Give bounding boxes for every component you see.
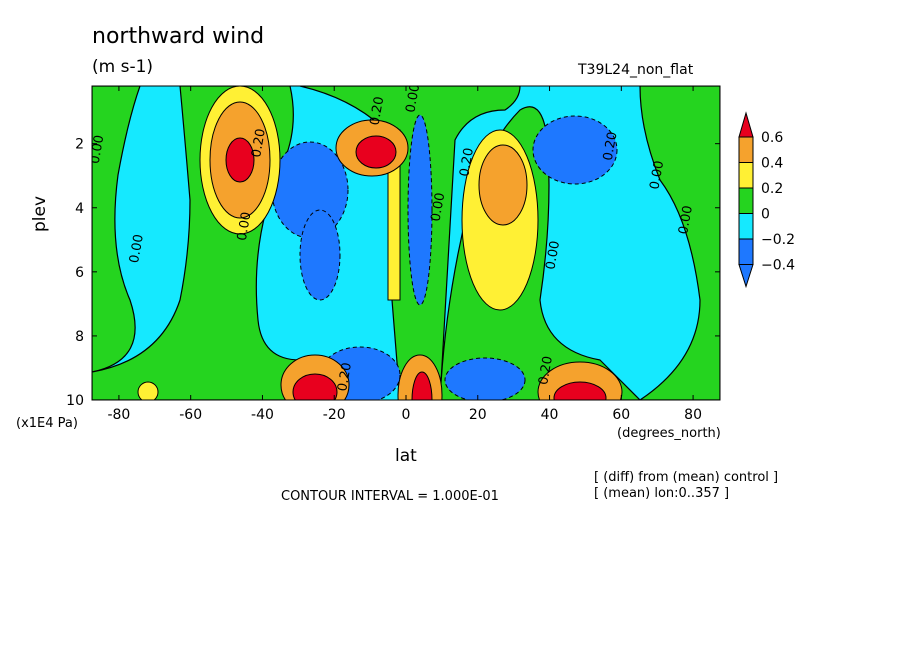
colorbar-arrow-bottom xyxy=(738,264,754,289)
y-tick-label: 6 xyxy=(75,265,84,281)
field-positive-lobe xyxy=(355,135,397,169)
x-axis-label: lat xyxy=(395,446,417,466)
colorbar-arrow-top xyxy=(738,111,754,138)
contour-label: 0.00 xyxy=(676,204,696,235)
x-axis-unit: (degrees_north) xyxy=(617,426,721,441)
contour-label: 0.20 xyxy=(457,147,477,178)
field-positive-lobe xyxy=(478,144,528,226)
y-axis-label: plev xyxy=(30,195,50,232)
colorbar-label: −0.4 xyxy=(761,258,795,274)
x-tick-label: -40 xyxy=(251,407,274,423)
run-label: T39L24_non_flat xyxy=(578,62,694,78)
y-tick-label: 8 xyxy=(75,329,84,345)
contour-label: 0.00 xyxy=(543,240,563,271)
x-tick-label: -80 xyxy=(107,407,130,423)
colorbar-swatch xyxy=(738,213,754,240)
chart-units: (m s-1) xyxy=(92,57,154,77)
y-tick-label: 4 xyxy=(75,201,84,217)
colorbar-swatch xyxy=(738,187,754,214)
field-negative-lobe xyxy=(299,209,341,301)
contour-label: 0.20 xyxy=(601,131,621,162)
contour-interval: CONTOUR INTERVAL = 1.000E-01 xyxy=(281,489,499,504)
y-axis-unit: (x1E4 Pa) xyxy=(16,416,78,431)
field-green-region xyxy=(92,86,141,373)
chart-title: northward wind xyxy=(92,24,265,49)
field-green-region xyxy=(638,86,720,400)
colorbar-swatch xyxy=(738,162,754,189)
colorbar-label: 0.2 xyxy=(761,181,783,197)
note-mean: [ (mean) lon:0..357 ] xyxy=(594,486,730,501)
field-positive-lobe xyxy=(225,137,255,183)
x-tick-label: 20 xyxy=(469,407,487,423)
contour-label: 0.20 xyxy=(368,95,388,126)
contour-label: 0.20 xyxy=(249,128,269,159)
contour-label: 0.00 xyxy=(88,134,108,165)
x-tick-label: 60 xyxy=(612,407,630,423)
y-tick-label: 10 xyxy=(66,393,84,409)
contour-label: 0.00 xyxy=(403,83,423,114)
contour-label: 0.20 xyxy=(536,355,556,386)
colorbar-swatch xyxy=(738,238,754,265)
colorbar-label: 0 xyxy=(761,207,770,223)
contour-label: 0.00 xyxy=(235,211,255,242)
x-tick-label: -20 xyxy=(323,407,346,423)
x-tick-label: 0 xyxy=(402,407,411,423)
colorbar-label: −0.2 xyxy=(761,232,795,248)
x-tick-label: -60 xyxy=(179,407,202,423)
contour-label: 0.00 xyxy=(127,233,147,264)
contour-label: 0.00 xyxy=(647,160,667,191)
field-positive-lobe xyxy=(137,381,159,400)
colorbar-swatch xyxy=(738,136,754,163)
note-diff: [ (diff) from (mean) control ] xyxy=(594,470,779,485)
x-tick-label: 40 xyxy=(541,407,559,423)
contour-label: 0.20 xyxy=(335,361,355,392)
y-tick-label: 2 xyxy=(75,137,84,153)
field-negative-lobe xyxy=(444,357,526,400)
field-positive-lobe xyxy=(411,371,433,400)
field-positive-lobe xyxy=(292,373,338,400)
field-positive-lobe xyxy=(553,381,607,400)
colorbar-label: 0.6 xyxy=(761,130,783,146)
field-negative-lobe xyxy=(407,114,433,306)
contour-label: 0.00 xyxy=(429,192,449,223)
colorbar-label: 0.4 xyxy=(761,156,783,172)
field-negative-lobe xyxy=(532,115,618,185)
x-tick-label: 80 xyxy=(684,407,702,423)
